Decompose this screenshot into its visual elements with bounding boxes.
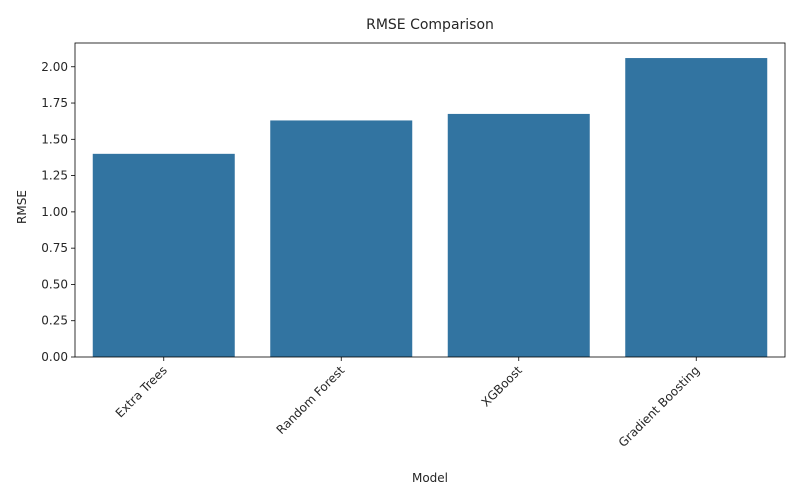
x-tick-label: XGBoost: [479, 363, 525, 409]
x-tick-label: Extra Trees: [113, 363, 170, 420]
y-tick-label: 1.75: [41, 96, 68, 110]
bar-xgboost: [447, 113, 590, 357]
y-tick-label: 0.50: [41, 277, 68, 291]
bar-extra-trees: [92, 153, 235, 357]
y-tick-label: 2.00: [41, 60, 68, 74]
y-axis-label: RMSE: [15, 190, 29, 224]
y-tick-label: 0.75: [41, 241, 68, 255]
chart-title: RMSE Comparison: [366, 17, 494, 33]
bar-random-forest: [270, 120, 413, 357]
y-tick-label: 1.00: [41, 205, 68, 219]
x-tick-label: Random Forest: [274, 363, 348, 437]
y-tick-label: 1.25: [41, 169, 68, 183]
y-tick-label: 1.50: [41, 132, 68, 146]
y-tick-label: 0.25: [41, 314, 68, 328]
plot-area: Extra Trees Random Forest XGBoost Gradient …: [41, 42, 786, 450]
x-axis-label: Model: [412, 471, 448, 485]
x-tick-label: Gradient Boosting: [616, 363, 703, 450]
bar-gradient-boosting: [625, 58, 768, 358]
plot-frame: [74, 42, 786, 358]
y-tick-label: 0.00: [41, 350, 68, 364]
